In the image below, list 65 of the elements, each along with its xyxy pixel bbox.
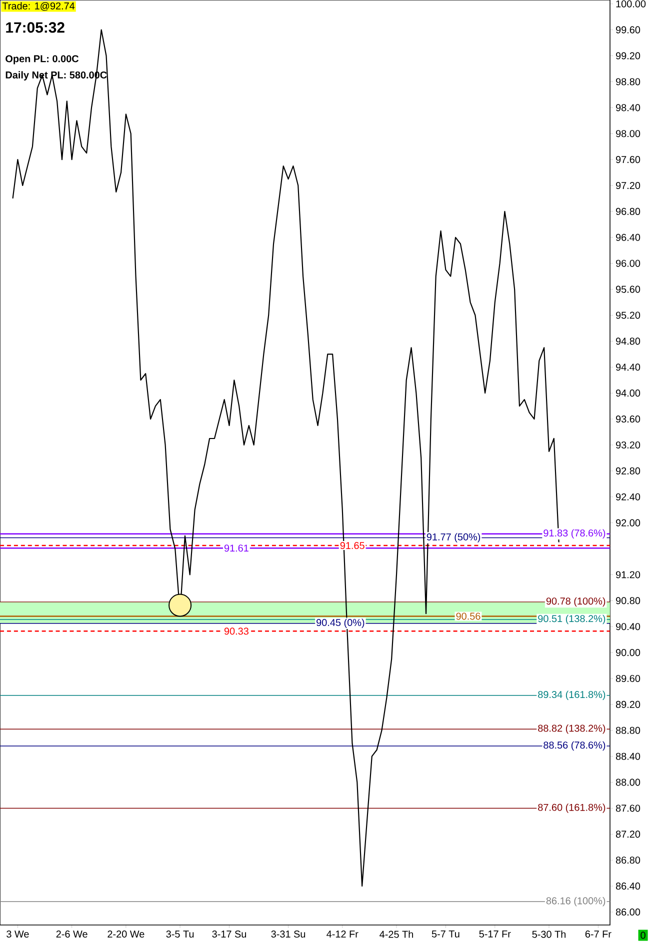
annotation: Open PL: 0.00C — [6, 55, 79, 64]
y-tick-label: 87.60 — [616, 804, 640, 812]
annotation: Trade: 1@92.74 — [2, 2, 75, 11]
x-tick-label: 4-12 Fr — [326, 930, 358, 938]
y-tick-label: 98.00 — [616, 130, 640, 138]
x-tick-label: 5-17 Fr — [479, 930, 511, 938]
y-tick-label: 92.40 — [616, 493, 640, 500]
x-tick-label: 2-6 We — [56, 930, 88, 938]
y-tick-label: 95.20 — [616, 312, 640, 319]
y-tick-label: 98.40 — [616, 104, 640, 112]
ref-line-label: 91.65 — [340, 542, 364, 550]
ref-line-label: 89.34 (161.8%) — [538, 690, 606, 700]
y-tick-label: 87.20 — [616, 830, 640, 838]
ref-line-label: 90.45 (0%) — [316, 618, 364, 628]
y-tick-label: 88.80 — [616, 726, 640, 734]
ref-line-label: 88.56 (78.6%) — [544, 741, 606, 751]
y-tick-label: 90.00 — [616, 649, 640, 656]
text: 0 — [640, 932, 646, 939]
ref-line-label: 91.61 — [224, 544, 248, 552]
y-tick-label: 94.00 — [616, 390, 640, 397]
y-tick-label: 90.40 — [616, 623, 640, 630]
x-tick-label: 3-17 Su — [212, 930, 246, 938]
y-tick-label: 93.20 — [616, 441, 640, 449]
y-tick-label: 86.00 — [616, 908, 640, 916]
y-tick-label: 97.20 — [616, 182, 640, 190]
x-tick-label: 5-30 Th — [532, 930, 566, 938]
x-tick-label: 3-31 Su — [271, 930, 306, 938]
x-tick-label: 3-5 Tu — [166, 930, 194, 938]
y-tick-label: 94.40 — [616, 364, 640, 371]
ref-line-label: 91.77 (50%) — [426, 533, 480, 542]
y-tick-label: 89.60 — [616, 674, 640, 682]
y-tick-label: 86.40 — [616, 882, 640, 890]
x-tick-label: 5-7 Tu — [432, 930, 460, 938]
y-tick-label: 99.20 — [616, 52, 640, 60]
y-tick-label: 93.60 — [616, 416, 640, 423]
y-tick-label: 98.80 — [616, 78, 640, 86]
ref-line-label: 90.51 (138.2%) — [538, 614, 606, 624]
ref-line-label: 90.56 — [456, 612, 480, 620]
y-tick-label: 96.40 — [616, 234, 640, 241]
y-tick-label: 95.60 — [616, 286, 640, 293]
ref-line-label: 86.16 (100%) — [546, 897, 606, 906]
ref-line-label: 90.78 (100%) — [546, 597, 606, 607]
y-tick-label: 97.60 — [616, 156, 640, 164]
y-tick-label: 86.80 — [616, 856, 640, 864]
x-tick-label: 4-25 Th — [380, 930, 414, 938]
y-tick-label: 89.20 — [616, 700, 640, 708]
y-tick-label: 92.00 — [616, 519, 640, 526]
y-tick-label: 88.00 — [616, 778, 640, 786]
y-tick-label: 100.00 — [616, 0, 646, 8]
y-tick-label: 99.60 — [616, 26, 640, 34]
x-tick-label: 6-7 Fr — [585, 930, 612, 938]
y-tick-label: 90.80 — [616, 597, 640, 604]
ref-line-label: 87.60 (161.8%) — [538, 804, 606, 813]
y-tick-label: 88.40 — [616, 752, 640, 760]
x-tick-label: 3 We — [6, 930, 29, 938]
ref-line-label: 90.33 — [224, 628, 248, 635]
x-tick-label: 2-20 We — [108, 930, 144, 938]
y-tick-label: 94.80 — [616, 338, 640, 345]
ref-line-label: 91.83 (78.6%) — [544, 529, 606, 538]
y-tick-label: 92.80 — [616, 467, 640, 474]
y-tick-label: 91.20 — [616, 571, 640, 578]
y-tick-label: 96.00 — [616, 260, 640, 267]
ref-line-label: 88.82 (138.2%) — [538, 724, 606, 734]
annotation: 17:05:32 — [6, 22, 64, 33]
y-tick-label: 96.80 — [616, 208, 640, 215]
